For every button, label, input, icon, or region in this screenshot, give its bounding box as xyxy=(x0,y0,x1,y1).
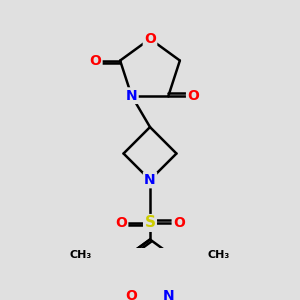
Text: O: O xyxy=(173,216,185,230)
Text: CH₃: CH₃ xyxy=(70,250,92,260)
Text: N: N xyxy=(126,89,137,103)
Text: O: O xyxy=(144,32,156,46)
Text: N: N xyxy=(144,173,156,187)
Text: S: S xyxy=(145,215,155,230)
Text: O: O xyxy=(126,289,137,300)
Text: N: N xyxy=(163,289,174,300)
Text: O: O xyxy=(115,216,127,230)
Text: O: O xyxy=(187,89,199,103)
Text: O: O xyxy=(89,54,101,68)
Text: CH₃: CH₃ xyxy=(208,250,230,260)
